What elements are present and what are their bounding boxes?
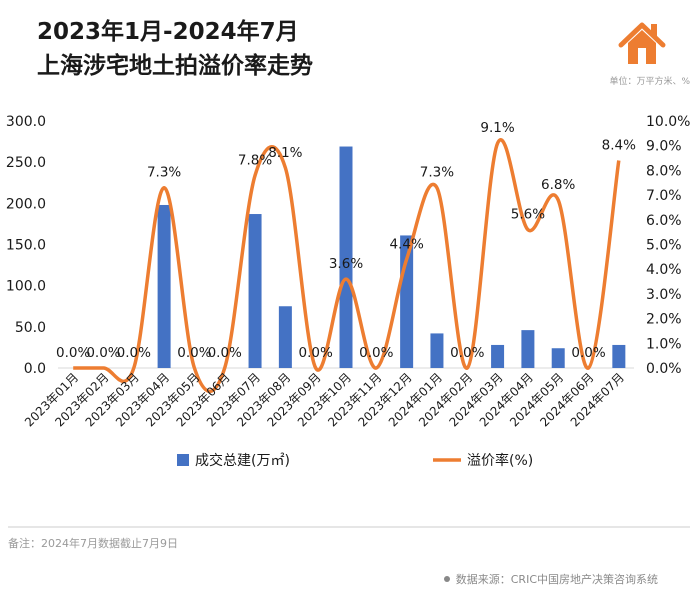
line-data-label: 7.8% — [238, 152, 272, 168]
legend-bar-swatch — [177, 454, 189, 466]
bullet-icon — [443, 576, 450, 582]
y-right-tick-label: 8.0% — [646, 163, 682, 179]
bar — [157, 204, 171, 368]
bar — [339, 146, 353, 368]
y-left-tick-label: 100.0 — [6, 279, 46, 295]
y-left-tick-label: 250.0 — [6, 155, 46, 171]
y-right-tick-label: 3.0% — [646, 287, 682, 303]
line-data-label: 7.3% — [420, 165, 454, 181]
line-data-label: 0.0% — [86, 345, 120, 361]
unit-label: 单位：万平方米、% — [609, 77, 690, 87]
line-data-label: 0.0% — [450, 345, 484, 361]
line-data-label: 0.0% — [299, 345, 333, 361]
combo-chart: 0.0 50.0 100.0 150.0 200.0 250.0 300.0 0.0% 1.0%… — [6, 114, 690, 528]
y-left-tick-label: 50.0 — [15, 320, 46, 336]
y-left-tick-label: 200.0 — [6, 196, 46, 212]
bar — [521, 330, 535, 368]
y-right-tick-label: 4.0% — [646, 262, 682, 278]
bar — [551, 348, 565, 368]
y-left-tick-label: 150.0 — [6, 238, 46, 254]
house-icon — [618, 22, 666, 64]
line-data-label: 0.0% — [208, 345, 242, 361]
line-data-label: 3.6% — [329, 256, 363, 272]
y-right-tick-label: 0.0% — [646, 361, 682, 377]
line-data-label: 0.0% — [117, 345, 151, 361]
y-right-tick-label: 10.0% — [646, 114, 690, 130]
line-data-label: 5.6% — [511, 207, 545, 223]
bar — [612, 344, 626, 368]
y-right-tick-label: 1.0% — [646, 336, 682, 352]
line-data-label: 0.0% — [56, 345, 90, 361]
line-data-label: 0.0% — [177, 345, 211, 361]
y-right-tick-label: 5.0% — [646, 238, 682, 254]
line-data-label: 0.0% — [571, 345, 605, 361]
chart-title-line1: 2023年1月-2024年7月 — [37, 19, 299, 45]
bar — [430, 333, 444, 368]
bar — [248, 214, 262, 368]
y-left-tick-label: 300.0 — [6, 114, 46, 130]
y-right-tick-label: 6.0% — [646, 213, 682, 229]
y-right-tick-label: 9.0% — [646, 139, 682, 155]
y-right-tick-label: 7.0% — [646, 188, 682, 204]
data-source: 数据来源：CRIC中国房地产决策咨询系统 — [443, 571, 658, 587]
line-data-label: 7.3% — [147, 165, 181, 181]
y-left-tick-label: 0.0 — [24, 361, 46, 377]
data-source-text: 数据来源：CRIC中国房地产决策咨询系统 — [455, 573, 658, 586]
line-data-label: 8.1% — [268, 145, 302, 161]
footnote: 备注：2024年7月数据截止7月9日 — [8, 537, 178, 550]
line-data-label: 4.4% — [389, 236, 423, 252]
line-data-label: 9.1% — [480, 120, 514, 136]
line-data-label: 8.4% — [602, 138, 636, 154]
legend-line-label: 溢价率(%) — [467, 452, 533, 469]
chart-title-line2: 上海涉宅地土拍溢价率走势 — [37, 53, 313, 79]
bar — [491, 344, 505, 368]
legend-bar-label: 成交总建(万㎡) — [195, 452, 290, 469]
y-right-tick-label: 2.0% — [646, 312, 682, 328]
series-line-premium-rate — [73, 138, 621, 393]
line-data-label: 6.8% — [541, 177, 575, 193]
line-data-label: 0.0% — [359, 345, 393, 361]
bar — [278, 306, 292, 368]
